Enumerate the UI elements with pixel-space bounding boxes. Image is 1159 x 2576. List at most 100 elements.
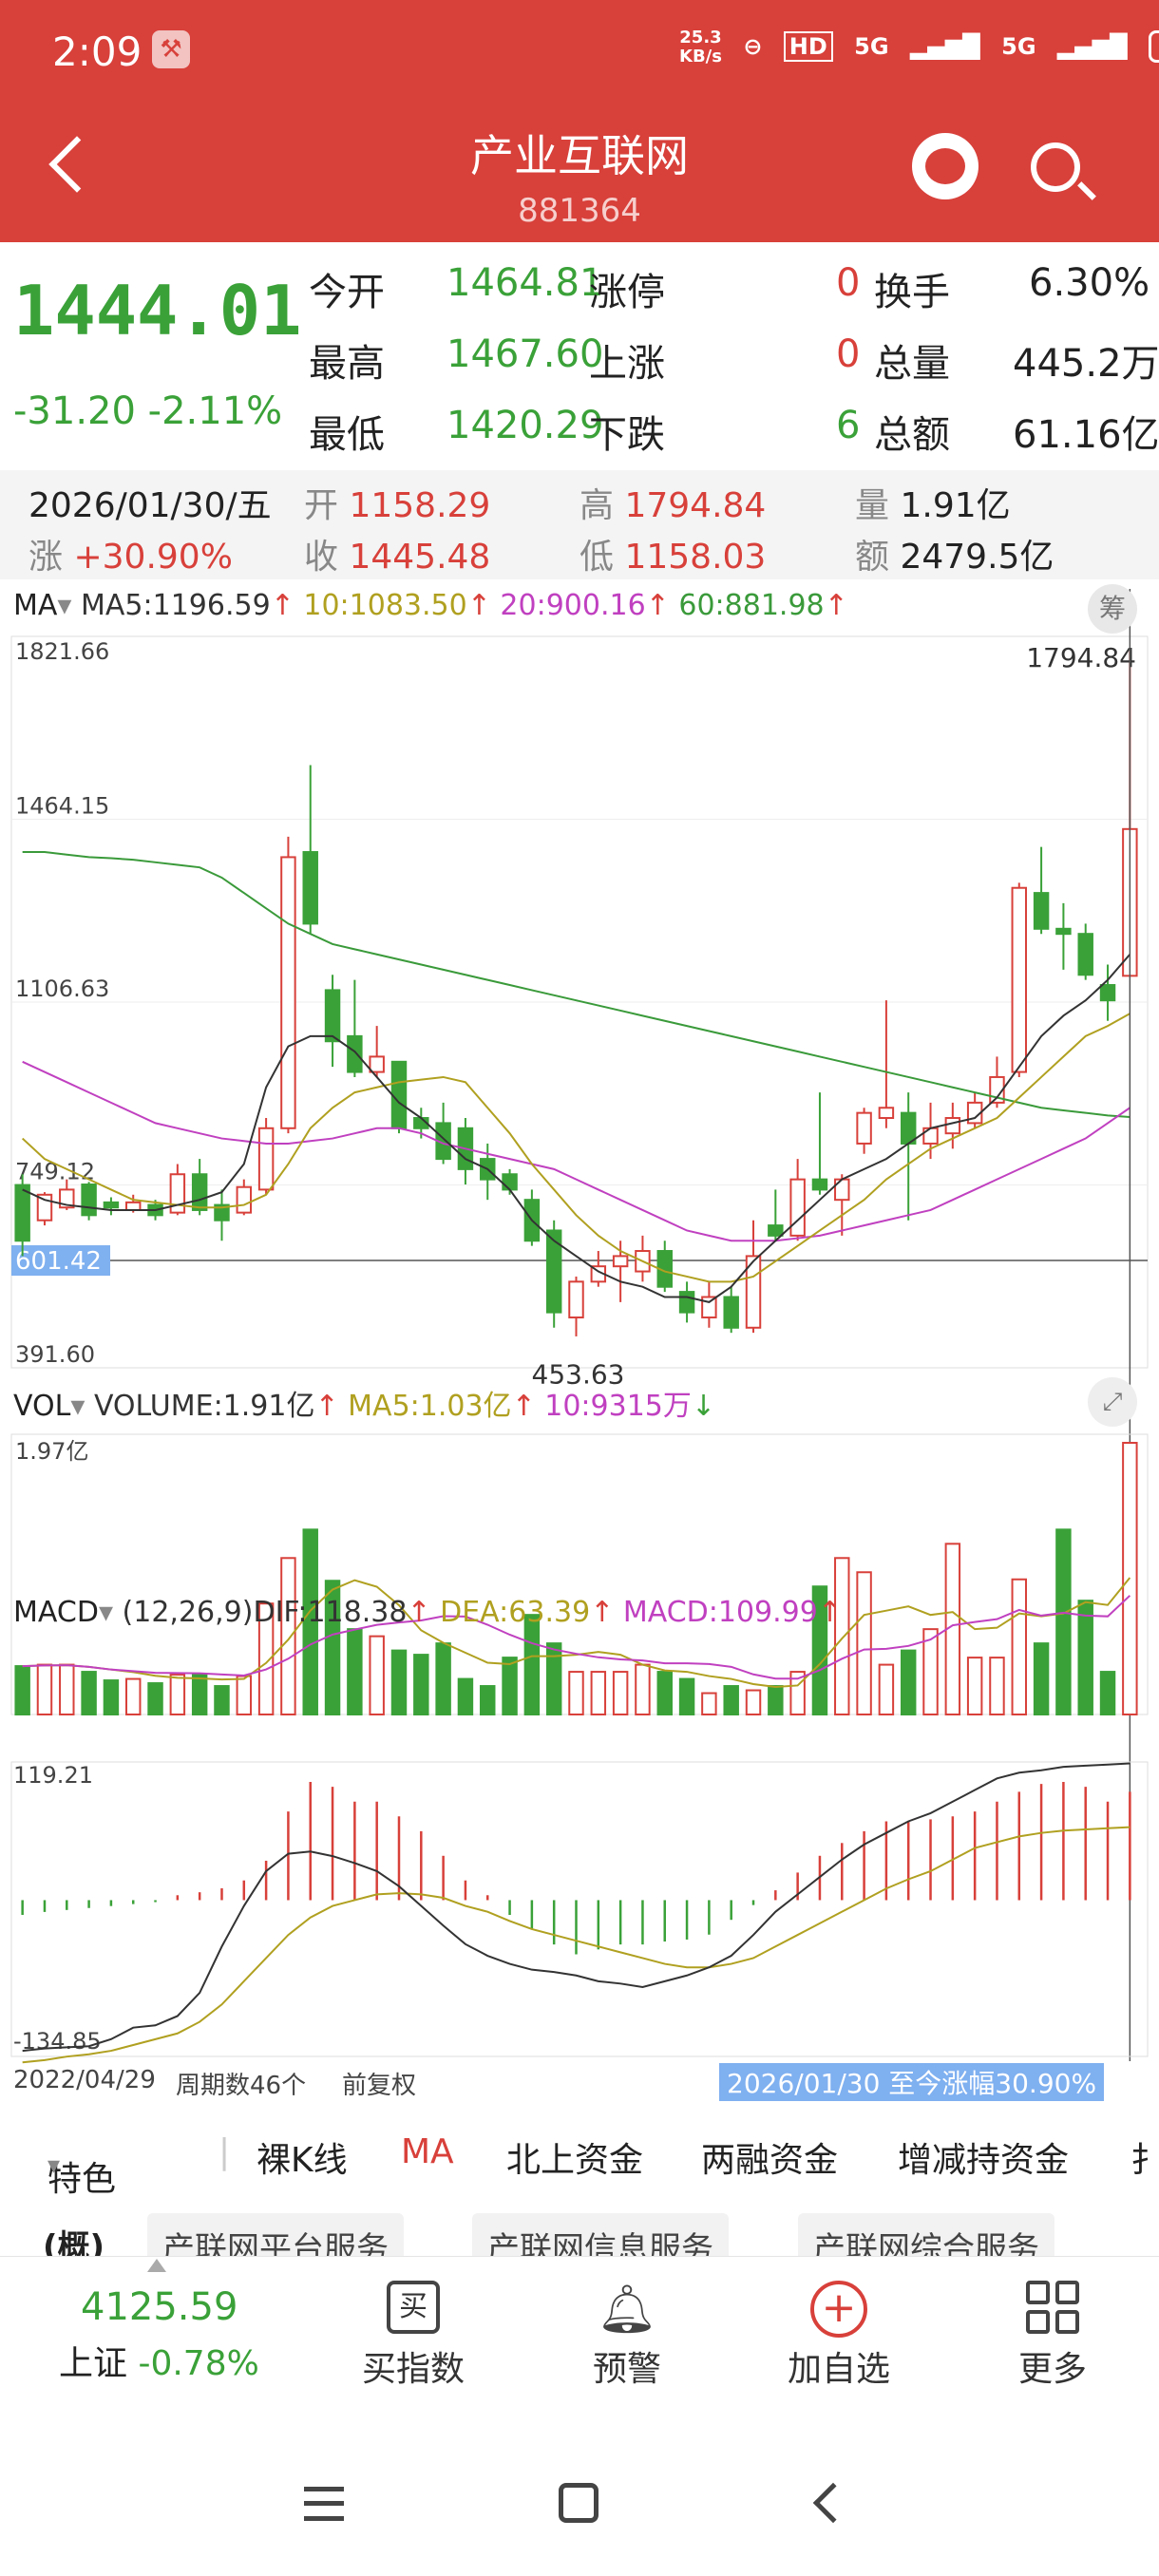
tab-more[interactable]: 扌 (1130, 2141, 1159, 2180)
volume-value: 445.2万 (1013, 342, 1159, 386)
price-tick-label: 749.12 (15, 1158, 95, 1184)
high-label: 最高 (309, 342, 385, 386)
vol-legend: VOL▾ VOLUME:1.91亿↑ MA5:1.03亿↑ 10:9315万↓ (13, 1382, 715, 1424)
dropdown-icon[interactable]: ▾ (57, 589, 72, 622)
candle-body (900, 1111, 917, 1145)
dropdown-icon[interactable]: ▾ (98, 1596, 113, 1629)
search-icon[interactable] (1031, 142, 1080, 192)
dropdown-icon[interactable]: ▾ (70, 1390, 86, 1423)
candle-body (81, 1184, 97, 1217)
current-price-tag-bg (11, 1245, 110, 1277)
up-arrow-icon: ↑ (466, 589, 491, 622)
back-icon[interactable] (812, 2482, 854, 2524)
current-price-tag: 601.42 (15, 1247, 102, 1276)
tab-northbound[interactable]: 北上资金 (506, 2141, 644, 2180)
limit-label: 涨停 (589, 271, 665, 314)
volume-bar (701, 1692, 717, 1716)
price-tick-label: 1106.63 (15, 975, 109, 1002)
chart-svg[interactable]: 1821.66 1464.15 1106.63 749.12 391.60 601.42 1… (0, 579, 1159, 2123)
adjust-mode[interactable]: 前复权 (342, 2072, 417, 2100)
alert-button[interactable]: 🔔︎ 预警 (580, 2281, 674, 2391)
volume-value: VOLUME:1.91亿 (93, 1390, 315, 1423)
menu-icon[interactable] (304, 2487, 344, 2521)
open-value: 1464.81 (446, 261, 604, 305)
home-icon[interactable] (559, 2483, 598, 2523)
candle-body (236, 1185, 253, 1214)
network-speed: 25.3 KB/s (679, 28, 722, 66)
candle-chg: 涨 +30.90% (28, 538, 233, 577)
battery-icon: 38 (1149, 30, 1159, 63)
volume-bar (989, 1657, 1005, 1716)
volume-bar (1055, 1528, 1072, 1715)
tab-ma[interactable]: MA (401, 2132, 454, 2171)
candle-body (1055, 927, 1072, 936)
up-count: 0 (836, 332, 861, 376)
dea-value: DEA:63.39 (440, 1596, 591, 1629)
volume-bar (590, 1671, 607, 1716)
ma10-value: 10:1083.50 (303, 589, 467, 622)
tab-holdings-change[interactable]: 增减持资金 (898, 2141, 1070, 2180)
signal-5g-2: 5G (1001, 33, 1036, 60)
macd-value: MACD:109.99 (622, 1596, 818, 1629)
candle-low: 低 1158.03 (580, 538, 767, 577)
candle-body (1011, 886, 1028, 1073)
pill-info-service[interactable]: 产联网信息服务 (472, 2213, 729, 2256)
index-value[interactable]: 4125.59 (81, 2285, 238, 2329)
volume-bar (369, 1635, 385, 1716)
grid-icon (1026, 2281, 1079, 2334)
candle-body (1099, 984, 1116, 1002)
candle-info-bar: 2026/01/30/五 开 1158.29 高 1794.84 量 1.91亿… (0, 470, 1159, 579)
up-arrow-icon: ↑ (645, 589, 670, 622)
volume-bar (723, 1685, 739, 1716)
candle-body (856, 1111, 872, 1145)
concept-pills: (概) 产联网平台服务 产联网信息服务 产联网综合服务 (0, 2213, 1159, 2256)
volume-bar (390, 1649, 408, 1716)
volume-bar (900, 1649, 917, 1716)
ma20-value: 20:900.16 (500, 589, 646, 622)
vol-selector[interactable]: VOL (13, 1390, 71, 1423)
kline-chart[interactable]: 1821.66 1464.15 1106.63 749.12 391.60 601.42 1… (0, 579, 1159, 2123)
volume-bar (768, 1685, 784, 1716)
bell-icon: 🔔︎ (597, 2282, 657, 2337)
indicator-tabs: 特色 ▾ | 裸K线 MA 北上资金 两融资金 增减持资金 扌 (0, 2113, 1159, 2199)
mascot-icon[interactable] (912, 133, 978, 199)
volume-bar (635, 1663, 651, 1716)
hd-badge: HD (783, 31, 833, 62)
dropdown-icon: ▾ (48, 2151, 61, 2180)
wrench-icon: ⚒ (152, 30, 190, 68)
expand-icon[interactable]: ⤢ (1088, 1377, 1137, 1427)
candle-body (169, 1173, 186, 1214)
min-price-label: 453.63 (532, 1359, 625, 1391)
pill-platform-service[interactable]: 产联网平台服务 (147, 2213, 404, 2256)
macd-max-label: 119.21 (13, 1762, 93, 1789)
volume-bar (14, 1665, 30, 1716)
volume-bar (147, 1682, 163, 1715)
status-time: 2:09 (52, 28, 142, 75)
down-arrow-icon: ↓ (691, 1390, 716, 1423)
add-watchlist-button[interactable]: + 加自选 (787, 2281, 891, 2391)
ma-selector[interactable]: MA (13, 589, 58, 622)
volume-bar (678, 1677, 695, 1716)
buy-index-button[interactable]: 买 买指数 (361, 2281, 466, 2391)
buy-icon: 买 (387, 2281, 440, 2334)
chip-distribution-button[interactable]: 筹 (1088, 584, 1137, 634)
ma20-line (22, 1060, 1130, 1242)
tab-naked-kline[interactable]: 裸K线 (256, 2141, 348, 2180)
collapse-icon[interactable] (147, 2259, 166, 2272)
candle-amt: 额 2479.5亿 (855, 538, 1054, 577)
volume-bar (280, 1557, 296, 1715)
status-icons: 25.3KB/s ⊖ HD 5G ▂▄▆█ 5G ▂▄▆█ 38 (679, 28, 1159, 66)
candle-body (280, 856, 296, 1129)
tab-margin[interactable]: 两融资金 (701, 2141, 839, 2180)
candle-body (214, 1203, 230, 1222)
index-quote[interactable]: 上证 -0.78% (59, 2344, 259, 2383)
ma-legend: MA▾ MA5:1196.59↑ 10:1083.50↑ 20:900.16↑ … (13, 589, 848, 622)
more-button[interactable]: 更多 (1005, 2281, 1100, 2391)
candle-body (369, 1055, 385, 1073)
macd-selector[interactable]: MACD (13, 1596, 99, 1629)
pill-integrated-service[interactable]: 产联网综合服务 (798, 2213, 1054, 2256)
volume-bar (324, 1580, 341, 1715)
volume-bar (191, 1674, 208, 1715)
limit-count: 0 (836, 261, 861, 305)
candle-body (390, 1060, 408, 1129)
